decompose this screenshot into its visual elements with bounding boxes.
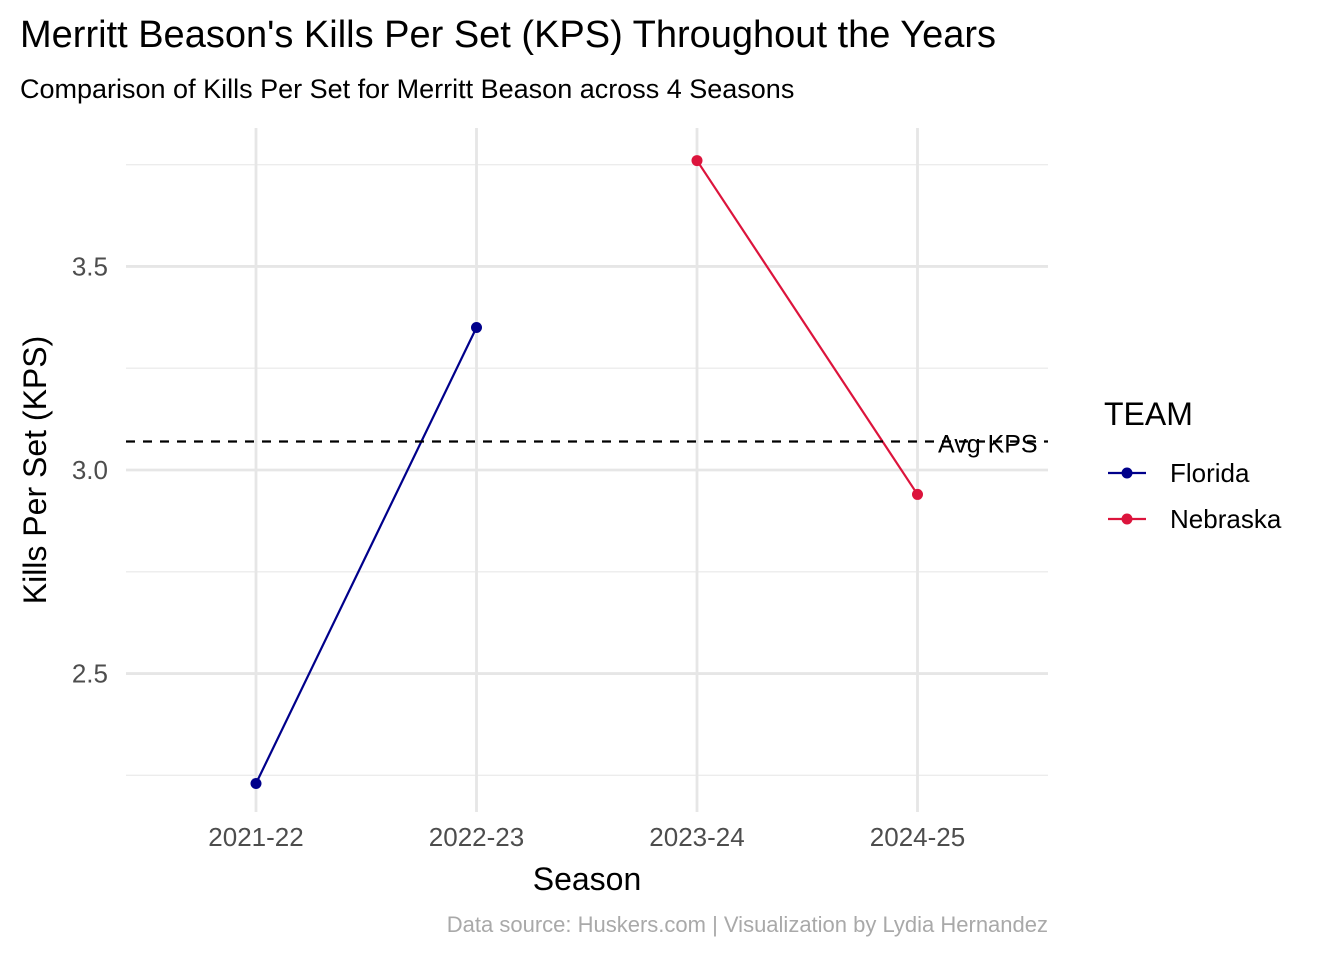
data-point-nebraska <box>691 155 703 167</box>
reference-layer: Avg KPS <box>126 431 1048 459</box>
legend-label-florida: Florida <box>1170 458 1250 488</box>
y-tick-label: 3.0 <box>72 455 108 485</box>
legend-key-point-florida <box>1121 467 1133 479</box>
major-gridlines <box>126 128 1048 812</box>
x-axis-tick-labels: 2021-22 2022-23 2023-24 2024-25 <box>208 822 965 852</box>
data-point-florida <box>250 778 262 789</box>
legend-key-point-nebraska <box>1121 513 1133 525</box>
chart-subtitle: Comparison of Kills Per Set for Merritt … <box>20 74 795 104</box>
x-tick-label: 2024-25 <box>870 822 965 852</box>
x-tick-label: 2021-22 <box>208 822 303 852</box>
x-tick-label: 2022-23 <box>429 822 524 852</box>
x-tick-label: 2023-24 <box>649 822 744 852</box>
y-tick-label: 3.5 <box>72 251 108 281</box>
legend-title: TEAM <box>1104 396 1193 432</box>
chart-title: Merritt Beason's Kills Per Set (KPS) Thr… <box>20 14 997 56</box>
x-axis-title: Season <box>533 861 642 897</box>
minor-gridlines <box>126 163 1048 777</box>
y-tick-label: 2.5 <box>72 659 108 689</box>
data-point-florida <box>471 322 482 333</box>
y-axis-tick-labels: 2.5 3.0 3.5 <box>72 251 108 688</box>
chart-caption: Data source: Huskers.com | Visualization… <box>446 912 1048 937</box>
series-line-nebraska <box>696 159 919 496</box>
y-axis-title: Kills Per Set (KPS) <box>17 336 53 605</box>
average-reference-label: Avg KPS <box>938 431 1038 459</box>
legend-label-nebraska: Nebraska <box>1170 504 1282 534</box>
legend: TEAM Florida Nebraska <box>1104 396 1282 534</box>
series-layer <box>250 155 923 789</box>
data-point-nebraska <box>912 488 923 500</box>
series-line-florida <box>255 327 478 784</box>
